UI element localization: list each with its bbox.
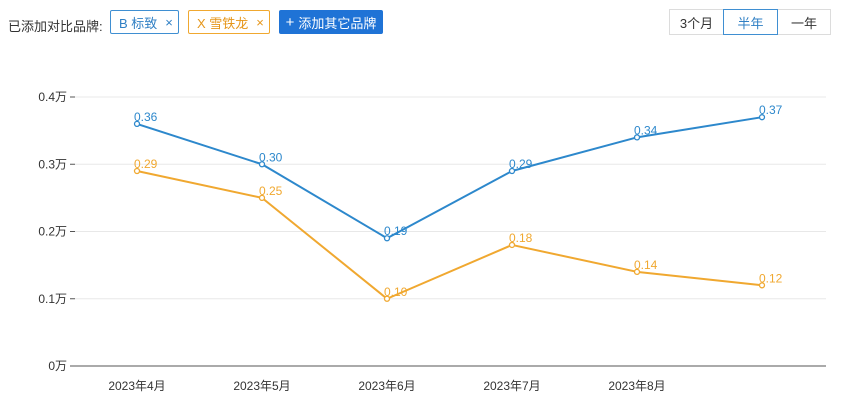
range-option-half-year[interactable]: 半年: [723, 9, 778, 35]
data-label: 0.34: [634, 123, 658, 137]
series-line: [136, 116, 763, 240]
y-tick-label: 0.3万: [38, 157, 67, 171]
data-label: 0.37: [759, 103, 783, 117]
y-tick-label: 0.2万: [38, 225, 67, 239]
add-brand-label: 添加其它品牌: [298, 15, 377, 31]
data-label: 0.36: [134, 110, 158, 124]
data-label: 0.25: [259, 184, 283, 198]
close-icon[interactable]: ×: [256, 14, 264, 30]
time-range-selector: 3个月 半年 一年: [669, 9, 831, 35]
x-tick-label: 2023年5月: [233, 379, 290, 393]
axes: 0万 0.1万 0.2万 0.3万 0.4万 2023年4月 2023年5月 2023年6月 2…: [38, 90, 826, 393]
data-point: [133, 120, 141, 128]
data-label: 0.29: [134, 157, 158, 171]
y-tick-label: 0万: [48, 359, 67, 373]
data-point: [508, 241, 516, 249]
compare-brands-label: 已添加对比品牌:: [8, 19, 103, 34]
filter-bar: 已添加对比品牌: B 标致 × X 雪铁龙 × + 添加其它品牌 3个月 半年 …: [0, 0, 852, 50]
data-label: 0.18: [509, 231, 533, 245]
brand-chip-citroen[interactable]: X 雪铁龙 ×: [188, 10, 270, 34]
brand-chip-label: X 雪铁龙: [197, 15, 249, 31]
close-icon[interactable]: ×: [165, 14, 173, 30]
data-point: [758, 282, 766, 289]
data-label: 0.14: [634, 258, 658, 272]
data-point: [758, 114, 766, 121]
data-label: 0.19: [384, 224, 408, 238]
x-tick-label: 2023年8月: [608, 379, 665, 393]
x-tick-label: 2023年7月: [483, 379, 540, 393]
data-label: 0.10: [384, 285, 408, 299]
data-point: [508, 167, 516, 175]
gridlines: [75, 96, 826, 300]
data-labels: 0.36 0.30 0.19 0.29 0.34 0.37 0.29 0.25 0.10 0.18…: [134, 103, 783, 299]
x-tick-label: 2023年4月: [108, 379, 165, 393]
add-brand-button[interactable]: + 添加其它品牌: [279, 10, 383, 34]
series-line: [136, 169, 763, 300]
data-label: 0.29: [509, 157, 533, 171]
data-label: 0.30: [259, 150, 283, 164]
data-label: 0.12: [759, 271, 783, 285]
data-point: [258, 194, 266, 202]
x-tick-label: 2023年6月: [358, 379, 415, 393]
data-point: [383, 295, 391, 302]
data-point: [633, 134, 641, 141]
y-tick-label: 0.1万: [38, 292, 67, 306]
data-point: [258, 161, 266, 168]
series: [133, 114, 766, 302]
data-point: [383, 235, 391, 242]
brand-chip-label: B 标致: [119, 15, 158, 31]
data-point: [633, 268, 641, 276]
brand-chip-peugeot[interactable]: B 标致 ×: [110, 10, 179, 34]
data-point: [133, 167, 141, 175]
range-option-one-year[interactable]: 一年: [777, 9, 831, 35]
y-tick-label: 0.4万: [38, 90, 67, 104]
plus-icon: +: [285, 13, 295, 31]
